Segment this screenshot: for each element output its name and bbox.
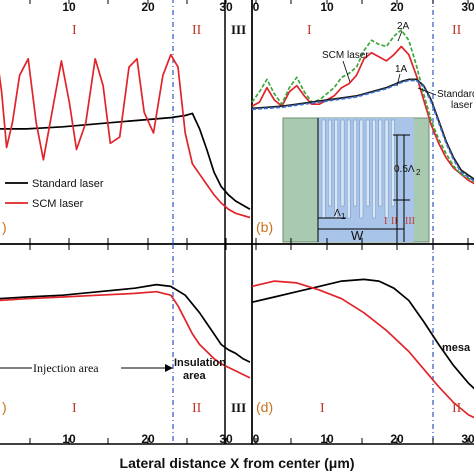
- legend-standard-label: Standard laser: [32, 178, 104, 190]
- legend-scm-label: SCM laser: [32, 198, 84, 210]
- panel-letter-c: ): [2, 399, 7, 415]
- label-standard-b-1: Standard: [437, 89, 474, 100]
- inset-finger: [334, 119, 339, 219]
- top-tick-b-30: 30: [461, 0, 474, 14]
- inset-label-half-lambda: 0.5Λ: [394, 164, 415, 175]
- panel-frames: [0, 0, 474, 445]
- bottom-tick-c-10: 10: [62, 432, 76, 446]
- inset-finger: [359, 119, 364, 219]
- label-2a: 2A: [397, 21, 410, 32]
- series-line-c-standard-laser: [0, 283, 251, 363]
- label-insulation-1: Insulation: [174, 357, 226, 369]
- inset-finger: [384, 119, 389, 219]
- bottom-tick-d-30: 30: [461, 432, 474, 446]
- inset-label-sub-2: 2: [416, 168, 421, 177]
- inset-finger: [340, 119, 345, 207]
- inset-device-image: 0.5Λ 2 Λ 1 W I II III: [282, 117, 430, 243]
- region-label-c-2: II: [192, 401, 202, 416]
- inset-finger: [378, 119, 383, 207]
- label-standard-b-2: laser: [451, 100, 473, 111]
- series-line-b-scm-laser: [251, 45, 474, 185]
- bottom-tick-d-0: 0: [253, 432, 260, 446]
- label-insulation-2: area: [183, 370, 207, 382]
- panel-a-curves: [0, 53, 251, 219]
- region-label-a-2: II: [192, 23, 202, 38]
- region-label-a-3: III: [231, 22, 246, 37]
- region-label-d-1: I: [320, 401, 325, 416]
- series-line-b-standard-laser: [251, 78, 474, 181]
- label-injection-area: Injection area: [33, 361, 99, 375]
- inset-finger: [353, 119, 357, 207]
- region-label-c-3: III: [231, 400, 246, 415]
- series-line-b-2a: [251, 29, 474, 183]
- inset-finger: [346, 119, 351, 219]
- bottom-tick-d-20: 20: [390, 432, 404, 446]
- inset-finger: [321, 119, 326, 219]
- bottom-tick-c-20: 20: [141, 432, 155, 446]
- x-axis-label: Lateral distance X from center (μm): [120, 455, 355, 471]
- inset-label-region-1: I: [384, 216, 387, 227]
- panel-c-curves: [0, 283, 251, 379]
- label-1a-leader: [396, 73, 401, 87]
- injection-arrowhead: [165, 364, 173, 372]
- panel-d-curves: [251, 278, 474, 419]
- top-tick-a-20: 20: [141, 0, 155, 14]
- top-tick-b-10: 10: [320, 0, 334, 14]
- top-tick-b-0: 0: [253, 0, 260, 14]
- region-boundaries: [172, 0, 434, 444]
- panel-b-curves: [251, 29, 474, 185]
- inset-finger: [391, 119, 395, 207]
- series-line-b-1a: [251, 79, 474, 183]
- label-1a: 1A: [395, 64, 408, 75]
- inset-label-w: W: [351, 228, 364, 243]
- label-2a-leader: [397, 30, 403, 42]
- label-scm-laser-b: SCM laser: [322, 50, 369, 61]
- label-standard-leader: [417, 87, 437, 96]
- inset-label-lambda: Λ: [334, 208, 341, 219]
- top-tick-a-30: 30: [219, 0, 233, 14]
- region-label-b-2: II: [452, 23, 462, 38]
- series-line-d-scm-laser: [251, 280, 474, 419]
- top-tick-a-10: 10: [62, 0, 76, 14]
- series-line-d-standard-laser: [251, 278, 474, 390]
- series-line-c-scm-laser: [0, 290, 251, 379]
- inset-finger: [365, 119, 370, 207]
- series-line-a-scm-laser: [0, 53, 251, 219]
- region-label-c-1: I: [72, 401, 77, 416]
- region-label-a-1: I: [72, 23, 77, 38]
- bottom-tick-d-10: 10: [320, 432, 334, 446]
- panel-d-frame: [251, 243, 474, 445]
- panel-c-frame: [0, 243, 253, 445]
- panel-letter-b: (b): [256, 219, 273, 235]
- inset-label-sub-1: 1: [341, 212, 346, 221]
- inset-label-region-3: III: [405, 216, 415, 227]
- inset-fingers: [321, 119, 395, 219]
- panel-letter-d: (d): [256, 399, 273, 415]
- series-line-a-standard-laser: [0, 112, 251, 210]
- inset-label-region-2: II: [391, 216, 398, 227]
- region-label-d-2: II: [452, 401, 462, 416]
- inset-finger: [328, 119, 332, 207]
- bottom-tick-c-30: 30: [219, 432, 233, 446]
- inset-finger: [372, 119, 376, 219]
- top-tick-b-20: 20: [390, 0, 404, 14]
- label-scm-leader: [342, 60, 351, 83]
- panel-letter-a: ): [2, 219, 7, 235]
- label-mesa: mesa: [442, 342, 471, 354]
- legend-panel-a: Standard laser SCM laser: [5, 178, 104, 210]
- tick-marks: [29, 0, 469, 444]
- region-label-b-1: I: [307, 23, 312, 38]
